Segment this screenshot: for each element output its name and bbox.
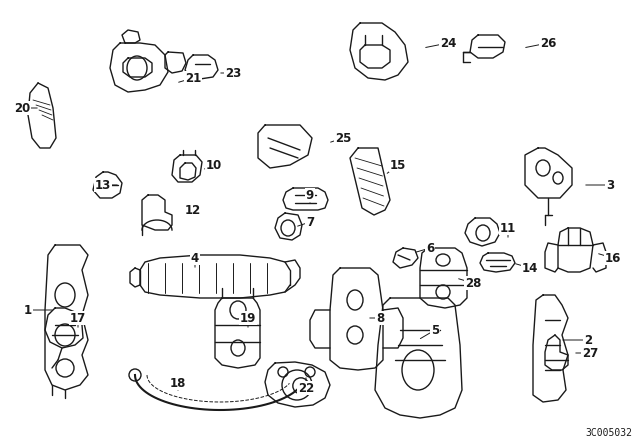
- Text: 11: 11: [500, 221, 516, 234]
- Text: 20: 20: [14, 102, 30, 115]
- Text: 24: 24: [440, 36, 456, 49]
- Text: 22: 22: [298, 382, 314, 395]
- Text: 19: 19: [240, 311, 256, 324]
- Text: 8: 8: [376, 311, 384, 324]
- Text: 4: 4: [191, 251, 199, 264]
- Text: 3: 3: [606, 178, 614, 191]
- Text: 21: 21: [185, 72, 201, 85]
- Text: 16: 16: [605, 251, 621, 264]
- Text: 5: 5: [431, 323, 439, 336]
- Text: 6: 6: [426, 241, 434, 254]
- Text: 10: 10: [206, 159, 222, 172]
- Text: 18: 18: [170, 376, 186, 389]
- Text: 26: 26: [540, 36, 556, 49]
- Text: 1: 1: [24, 303, 32, 316]
- Text: 23: 23: [225, 66, 241, 79]
- Text: 27: 27: [582, 346, 598, 359]
- Text: 13: 13: [95, 178, 111, 191]
- Text: 25: 25: [335, 132, 351, 145]
- Text: 3C005032: 3C005032: [585, 428, 632, 438]
- Text: 7: 7: [306, 215, 314, 228]
- Text: 17: 17: [70, 311, 86, 324]
- Text: 2: 2: [584, 333, 592, 346]
- Text: 28: 28: [465, 276, 481, 289]
- Text: 12: 12: [185, 203, 201, 216]
- Text: 15: 15: [390, 159, 406, 172]
- Text: 9: 9: [306, 189, 314, 202]
- Text: 14: 14: [522, 262, 538, 275]
